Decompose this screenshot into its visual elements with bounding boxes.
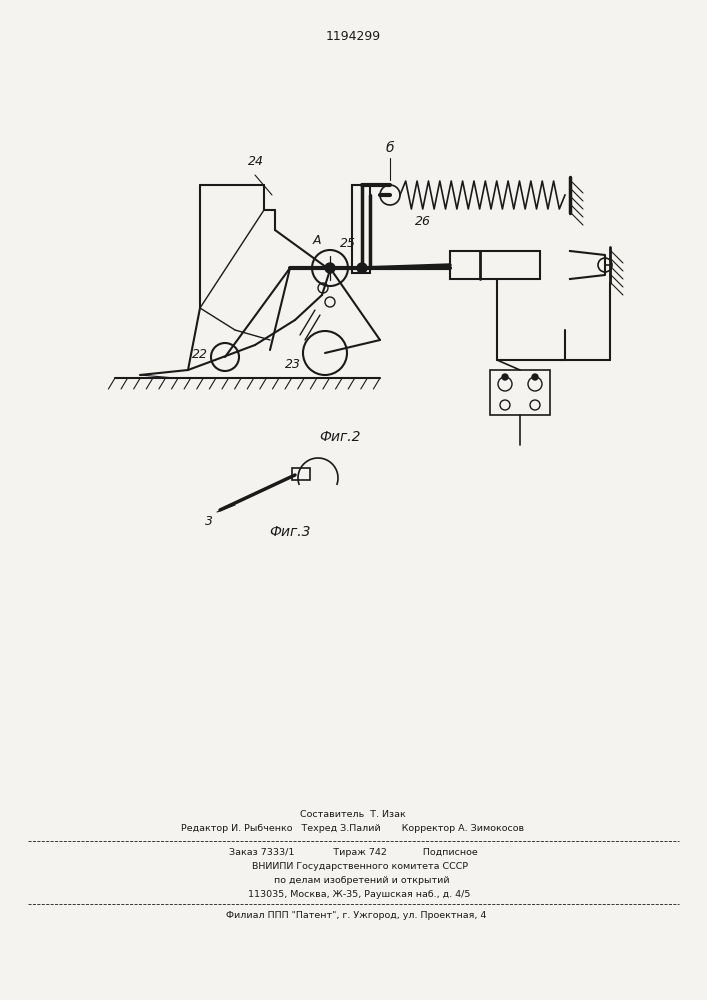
Circle shape	[532, 374, 538, 380]
Circle shape	[325, 263, 335, 273]
Text: А: А	[312, 234, 321, 247]
Bar	[490, 370, 550, 415]
Text: по делам изобретений и открытий: по делам изобретений и открытий	[256, 876, 450, 885]
Text: Заказ 7333/1             Тираж 742            Подписное: Заказ 7333/1 Тираж 742 Подписное	[228, 848, 477, 857]
Text: б: б	[386, 141, 395, 155]
Text: 23: 23	[285, 358, 301, 371]
Text: 24: 24	[248, 155, 264, 168]
Text: Филиал ППП "Патент", г. Ужгород, ул. Проектная, 4: Филиал ППП "Патент", г. Ужгород, ул. Про…	[220, 911, 486, 920]
Bar	[292, 468, 310, 480]
Bar	[352, 185, 370, 273]
Text: 25: 25	[340, 237, 356, 250]
Text: 26: 26	[415, 215, 431, 228]
Text: 22: 22	[192, 348, 208, 361]
Text: 3: 3	[205, 515, 213, 528]
Text: ВНИИПИ Государственного комитета СССР: ВНИИПИ Государственного комитета СССР	[238, 862, 469, 871]
Circle shape	[502, 374, 508, 380]
Text: Фиг.3: Фиг.3	[269, 525, 311, 539]
Text: Редактор И. Рыбченко   Техред З.Палий       Корректор А. Зимокосов: Редактор И. Рыбченко Техред З.Палий Корр…	[182, 824, 525, 833]
Circle shape	[357, 263, 367, 273]
Text: Фиг.2: Фиг.2	[320, 430, 361, 444]
Text: Составитель  Т. Изак: Составитель Т. Изак	[300, 810, 406, 819]
Text: 113035, Москва, Ж-35, Раушская наб., д. 4/5: 113035, Москва, Ж-35, Раушская наб., д. …	[236, 890, 470, 899]
Bar	[450, 251, 540, 279]
Text: 1194299: 1194299	[325, 30, 380, 43]
